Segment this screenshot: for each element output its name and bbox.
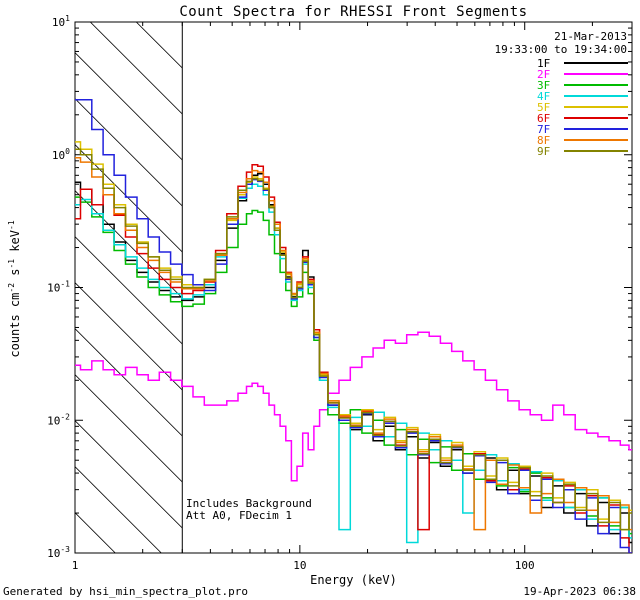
legend-label-1F: 1F [537, 56, 551, 70]
legend-label-8F: 8F [537, 133, 551, 147]
legend-row-9F: 9F [537, 144, 628, 158]
legend-line-9F [564, 150, 628, 152]
y-tick-label: 10-1 [47, 280, 70, 295]
legend-row-3F: 3F [537, 78, 628, 92]
generator-credit: Generated by hsi_min_spectra_plot.pro [3, 585, 249, 598]
y-label-sup: -1 [7, 220, 16, 230]
series-line-5F [75, 141, 632, 531]
generation-timestamp: 19-Apr-2023 06:38 [523, 585, 636, 598]
series-line-2F [75, 331, 632, 482]
legend-row-1F: 1F [537, 56, 628, 70]
legend-label-3F: 3F [537, 78, 551, 92]
legend-label-5F: 5F [537, 100, 551, 114]
series-line-7F [75, 98, 632, 553]
spectra-series-group [75, 98, 632, 553]
legend-label-7F: 7F [537, 122, 551, 136]
legend-line-2F [564, 73, 628, 75]
x-tick-label: 10 [293, 559, 306, 572]
y-label-part: keV [8, 229, 22, 259]
attenuator-note: Att A0, FDecim 1 [186, 509, 292, 522]
legend-line-5F [564, 106, 628, 108]
x-axis-label: Energy (keV) [310, 573, 397, 587]
legend-line-6F [564, 117, 628, 119]
y-label-sup: -1 [7, 258, 16, 269]
legend-label-9F: 9F [537, 144, 551, 158]
legend-row-7F: 7F [537, 122, 628, 136]
y-axis-label: counts cm-2 s-1 keV-1 [7, 169, 24, 409]
y-tick-label: 10-2 [47, 412, 70, 427]
x-tick-label: 1 [72, 559, 79, 572]
legend-line-4F [564, 95, 628, 97]
series-line-1F [75, 172, 632, 544]
y-tick-label: 100 [52, 147, 70, 162]
y-tick-label: 10-3 [47, 545, 70, 560]
legend-row-8F: 8F [537, 133, 628, 147]
series-line-9F [75, 148, 632, 531]
y-tick-label: 101 [52, 14, 70, 29]
legend-row-2F: 2F [537, 67, 628, 81]
legend-line-7F [564, 128, 628, 130]
background-note: Includes Background [186, 497, 312, 510]
legend-line-3F [564, 84, 628, 86]
legend-row-5F: 5F [537, 100, 628, 114]
tick-labels: 1 10 100 10-3 10-2 10-1 100 101 [47, 14, 535, 572]
legend-line-1F [564, 62, 628, 64]
axis-ticks [74, 21, 633, 554]
x-tick-label: 100 [515, 559, 535, 572]
legend-label-4F: 4F [537, 89, 551, 103]
legend-row-4F: 4F [537, 89, 628, 103]
observation-date: 21-Mar-2013 [554, 30, 627, 43]
legend-label-6F: 6F [537, 111, 551, 125]
y-label-part: s [8, 268, 22, 283]
legend-label-2F: 2F [537, 67, 551, 81]
observation-time-range: 19:33:00 to 19:34:00 [494, 43, 627, 56]
y-label-sup: -2 [7, 282, 16, 293]
legend-row-6F: 6F [537, 111, 628, 125]
y-label-part: counts cm [8, 292, 22, 358]
hatched-region [75, 22, 183, 553]
legend: 1F 2F 3F 4F 5F 6F 7F 8F 9F [537, 56, 628, 158]
chart-title: Count Spectra for RHESSI Front Segments [179, 4, 528, 20]
legend-line-8F [564, 139, 628, 141]
series-line-6F [75, 164, 632, 553]
